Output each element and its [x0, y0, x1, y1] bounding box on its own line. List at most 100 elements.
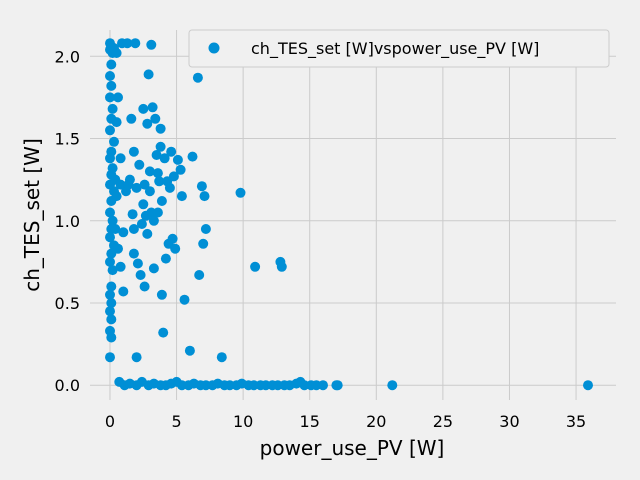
scatter-point [111, 117, 122, 128]
scatter-point [128, 224, 139, 234]
scatter-point [235, 187, 246, 198]
x-tick-label: 30 [499, 412, 519, 431]
scatter-point [130, 38, 141, 49]
legend-box [188, 29, 610, 68]
scatter-point [124, 174, 135, 185]
scatter-point [151, 150, 162, 160]
scatter-point [107, 215, 118, 226]
legend: ch_TES_set [W]vspower_use_PV [W] [188, 29, 610, 68]
scatter-point [216, 352, 227, 363]
x-tick-label: 20 [366, 412, 386, 431]
scatter-point [150, 113, 161, 124]
scatter-point [110, 224, 121, 234]
scatter-point [276, 261, 287, 272]
scatter-point [184, 345, 195, 356]
scatter-point [160, 253, 171, 264]
scatter-point [159, 153, 170, 164]
scatter-point [332, 380, 343, 391]
scatter-point [176, 191, 187, 202]
scatter-point [109, 136, 119, 147]
scatter-point [105, 92, 115, 103]
scatter-point [250, 261, 261, 272]
scatter-point [139, 281, 150, 292]
y-tick-label: 1.5 [55, 130, 80, 149]
scatter-point [106, 80, 117, 91]
y-tick-label: 0.5 [55, 294, 80, 313]
scatter-point [144, 166, 155, 177]
scatter-point [194, 270, 205, 280]
scatter-point [154, 176, 165, 187]
scatter-point [105, 232, 115, 243]
scatter-point [105, 71, 115, 81]
scatter-point [387, 380, 398, 391]
scatter-point [196, 181, 207, 192]
scatter-point [105, 153, 115, 164]
points-layer [105, 38, 593, 391]
scatter-point [106, 298, 117, 308]
scatter-point [142, 228, 153, 239]
scatter-point [106, 314, 117, 325]
scatter-point [105, 207, 115, 218]
scatter-point [105, 125, 115, 136]
scatter-point [106, 281, 117, 292]
scatter-point [138, 103, 149, 114]
scatter-point [111, 48, 122, 58]
scatter-point [200, 224, 211, 234]
scatter-point [172, 154, 183, 165]
scatter-point [179, 294, 190, 305]
scatter-point [105, 256, 115, 267]
x-tick-label: 35 [566, 412, 586, 431]
y-tick-label: 2.0 [55, 47, 80, 66]
scatter-point [113, 243, 123, 254]
y-tick-label: 0.0 [55, 376, 80, 395]
scatter-point [166, 146, 177, 157]
scatter-point [192, 72, 203, 83]
scatter-point [136, 219, 147, 229]
x-tick-label: 15 [300, 412, 320, 431]
scatter-point [115, 261, 126, 272]
scatter-point [105, 352, 115, 363]
scatter-point [187, 151, 198, 162]
scatter-point [138, 199, 149, 210]
scatter-point [164, 182, 175, 193]
scatter-point [156, 196, 167, 206]
scatter-point [134, 159, 145, 170]
scatter-point [113, 92, 123, 103]
scatter-point [158, 327, 169, 338]
scatter-point [127, 209, 138, 220]
scatter-point [147, 102, 158, 113]
scatter-point [175, 164, 186, 175]
scatter-point [118, 286, 129, 297]
scatter-point [146, 39, 157, 50]
scatter-point [155, 141, 166, 152]
scatter-point [106, 59, 117, 70]
scatter-point [118, 227, 129, 238]
scatter-point [148, 215, 159, 226]
scatter-point [107, 265, 118, 276]
scatter-point [126, 113, 137, 124]
scatter-point [143, 69, 154, 80]
y-tick-label: 1.0 [55, 212, 80, 231]
y-tick-labels: 0.0 0.5 1.0 1.5 2.0 [55, 47, 80, 395]
y-axis-label: ch_TES_set [W] [20, 138, 44, 292]
scatter-point [170, 243, 181, 254]
scatter-point [148, 263, 159, 274]
x-tick-label: 0 [105, 412, 115, 431]
scatter-point [156, 289, 167, 300]
scatter-point [105, 289, 115, 300]
legend-marker [208, 42, 220, 54]
scatter-point [155, 123, 166, 134]
scatter-point [152, 207, 163, 218]
scatter-point [111, 191, 122, 202]
scatter-point [131, 182, 142, 193]
scatter-point [105, 306, 115, 317]
scatter-point [135, 270, 146, 280]
scatter-point [167, 233, 178, 244]
x-tick-label: 25 [433, 412, 453, 431]
x-tick-labels: 0 5 10 15 20 25 30 35 [105, 412, 586, 431]
scatter-point [128, 146, 139, 157]
scatter-point [122, 38, 133, 49]
